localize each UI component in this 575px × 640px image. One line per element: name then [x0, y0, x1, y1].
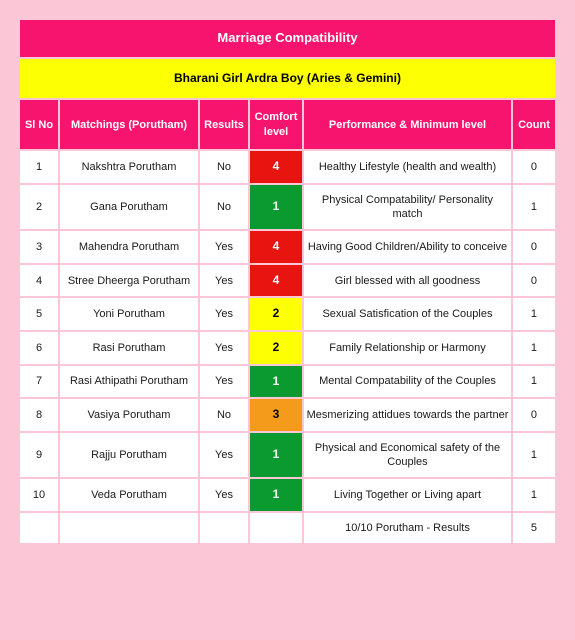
cell-count: 0: [513, 265, 555, 297]
header-slno: Sl No: [20, 100, 58, 149]
table-row: 8Vasiya PoruthamNo3Mesmerizing attidues …: [20, 399, 555, 431]
footer-empty: [200, 513, 248, 543]
cell-matching: Gana Porutham: [60, 185, 198, 230]
cell-matching: Rasi Athipathi Porutham: [60, 366, 198, 398]
cell-comfort: 1: [250, 366, 302, 398]
cell-slno: 8: [20, 399, 58, 431]
cell-slno: 7: [20, 366, 58, 398]
cell-result: Yes: [200, 265, 248, 297]
header-count: Count: [513, 100, 555, 149]
footer-empty: [20, 513, 58, 543]
cell-comfort: 4: [250, 151, 302, 183]
cell-result: Yes: [200, 366, 248, 398]
header-matchings: Matchings (Porutham): [60, 100, 198, 149]
table-row: 6Rasi PoruthamYes2Family Relationship or…: [20, 332, 555, 364]
cell-result: No: [200, 151, 248, 183]
header-comfort: Comfort level: [250, 100, 302, 149]
cell-count: 1: [513, 185, 555, 230]
cell-slno: 10: [20, 479, 58, 511]
cell-count: 1: [513, 298, 555, 330]
cell-matching: Veda Porutham: [60, 479, 198, 511]
cell-slno: 2: [20, 185, 58, 230]
cell-performance: Having Good Children/Ability to conceive: [304, 231, 511, 263]
cell-matching: Stree Dheerga Porutham: [60, 265, 198, 297]
table-row: 9Rajju PoruthamYes1Physical and Economic…: [20, 433, 555, 478]
cell-result: Yes: [200, 479, 248, 511]
header-row: Sl No Matchings (Porutham) Results Comfo…: [20, 100, 555, 149]
cell-slno: 6: [20, 332, 58, 364]
cell-count: 0: [513, 231, 555, 263]
cell-count: 1: [513, 332, 555, 364]
cell-performance: Healthy Lifestyle (health and wealth): [304, 151, 511, 183]
cell-matching: Rasi Porutham: [60, 332, 198, 364]
footer-performance: 10/10 Porutham - Results: [304, 513, 511, 543]
table-row: 3Mahendra PoruthamYes4Having Good Childr…: [20, 231, 555, 263]
table-row: 5Yoni PoruthamYes2Sexual Satisfication o…: [20, 298, 555, 330]
header-results: Results: [200, 100, 248, 149]
cell-comfort: 1: [250, 433, 302, 478]
cell-comfort: 1: [250, 479, 302, 511]
cell-performance: Physical and Economical safety of the Co…: [304, 433, 511, 478]
cell-slno: 9: [20, 433, 58, 478]
header-performance: Performance & Minimum level: [304, 100, 511, 149]
table-row: 10Veda PoruthamYes1Living Together or Li…: [20, 479, 555, 511]
cell-comfort: 4: [250, 265, 302, 297]
title-row: Marriage Compatibility: [20, 20, 555, 57]
table-row: 7Rasi Athipathi PoruthamYes1Mental Compa…: [20, 366, 555, 398]
cell-slno: 3: [20, 231, 58, 263]
cell-comfort: 2: [250, 298, 302, 330]
cell-result: Yes: [200, 231, 248, 263]
table-subtitle: Bharani Girl Ardra Boy (Aries & Gemini): [20, 59, 555, 99]
cell-performance: Living Together or Living apart: [304, 479, 511, 511]
table-row: 4Stree Dheerga PoruthamYes4Girl blessed …: [20, 265, 555, 297]
cell-count: 1: [513, 433, 555, 478]
cell-performance: Mesmerizing attidues towards the partner: [304, 399, 511, 431]
cell-result: No: [200, 185, 248, 230]
cell-matching: Yoni Porutham: [60, 298, 198, 330]
footer-row: 10/10 Porutham - Results 5: [20, 513, 555, 543]
compatibility-table: Marriage Compatibility Bharani Girl Ardr…: [18, 18, 557, 545]
table-row: 2Gana PoruthamNo1Physical Compatability/…: [20, 185, 555, 230]
cell-matching: Rajju Porutham: [60, 433, 198, 478]
cell-comfort: 3: [250, 399, 302, 431]
footer-empty: [60, 513, 198, 543]
cell-matching: Nakshtra Porutham: [60, 151, 198, 183]
cell-result: Yes: [200, 298, 248, 330]
cell-performance: Girl blessed with all goodness: [304, 265, 511, 297]
cell-matching: Vasiya Porutham: [60, 399, 198, 431]
cell-comfort: 1: [250, 185, 302, 230]
cell-comfort: 2: [250, 332, 302, 364]
cell-slno: 4: [20, 265, 58, 297]
cell-result: Yes: [200, 433, 248, 478]
cell-slno: 1: [20, 151, 58, 183]
cell-count: 0: [513, 151, 555, 183]
cell-performance: Sexual Satisfication of the Couples: [304, 298, 511, 330]
footer-empty: [250, 513, 302, 543]
cell-count: 1: [513, 366, 555, 398]
cell-result: Yes: [200, 332, 248, 364]
table-row: 1Nakshtra PoruthamNo4Healthy Lifestyle (…: [20, 151, 555, 183]
compatibility-page: Marriage Compatibility Bharani Girl Ardr…: [0, 0, 575, 640]
cell-count: 0: [513, 399, 555, 431]
cell-comfort: 4: [250, 231, 302, 263]
cell-performance: Physical Compatability/ Personality matc…: [304, 185, 511, 230]
cell-performance: Mental Compatability of the Couples: [304, 366, 511, 398]
subtitle-row: Bharani Girl Ardra Boy (Aries & Gemini): [20, 59, 555, 99]
cell-performance: Family Relationship or Harmony: [304, 332, 511, 364]
table-title: Marriage Compatibility: [20, 20, 555, 57]
cell-result: No: [200, 399, 248, 431]
footer-count: 5: [513, 513, 555, 543]
cell-slno: 5: [20, 298, 58, 330]
cell-count: 1: [513, 479, 555, 511]
cell-matching: Mahendra Porutham: [60, 231, 198, 263]
